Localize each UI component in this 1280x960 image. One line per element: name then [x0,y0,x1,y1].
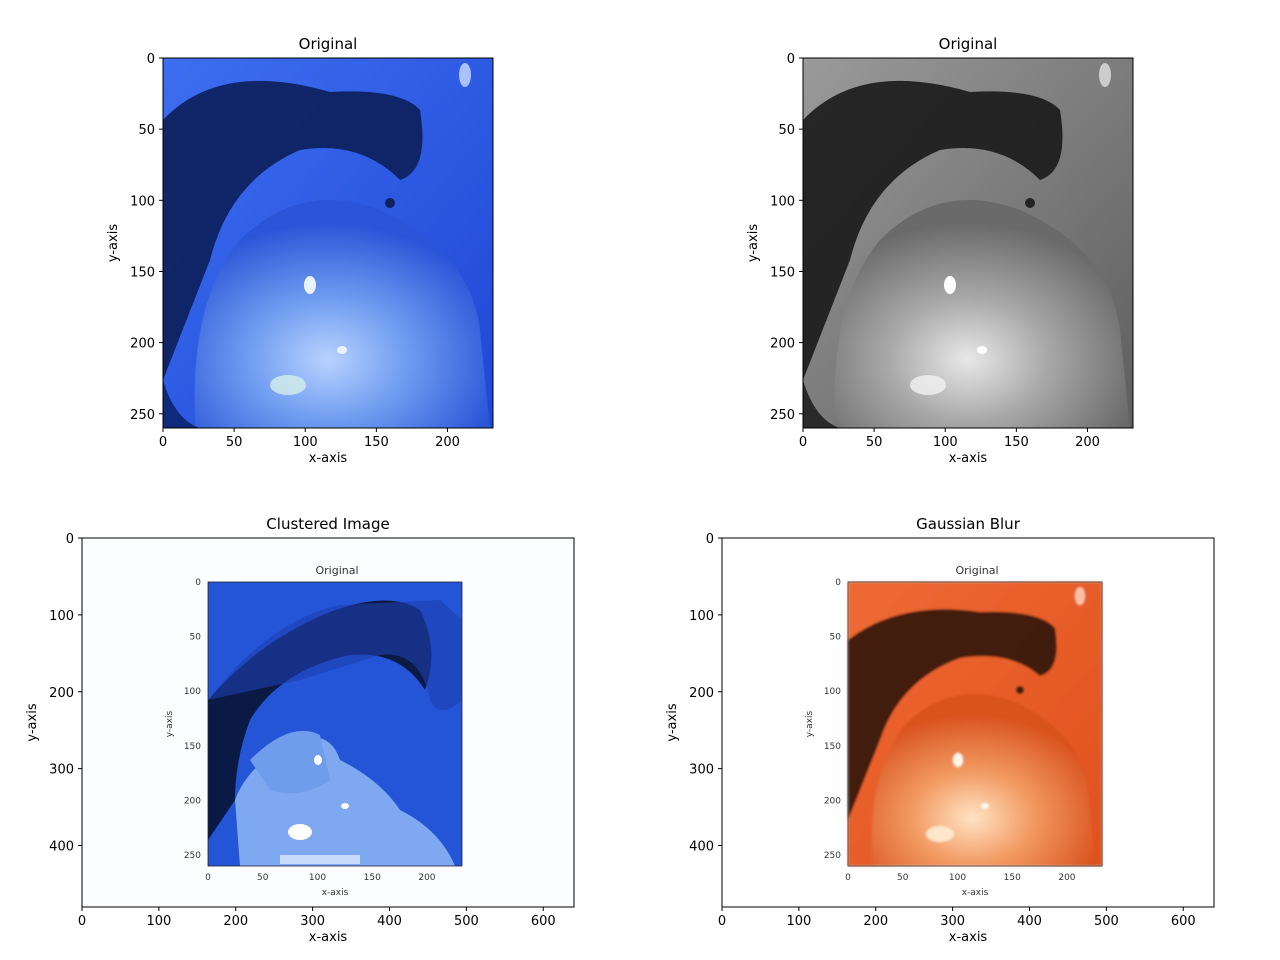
x-tick-label: 100 [293,435,318,450]
x-tick-label: 500 [454,914,479,929]
image-orange-blurred [848,582,1102,866]
x-tick-label: 600 [1171,914,1196,929]
y-tick-label: 200 [49,686,74,701]
x-tick-label: 100 [786,914,811,929]
y-tick-label: 100 [130,194,155,209]
x-tick-label: 500 [1094,914,1119,929]
y-tick-label: 50 [778,123,795,138]
y-tick-label: 0 [66,532,74,547]
x-tick-label: 150 [1004,435,1029,450]
inner-y-tick-label: 150 [824,742,841,752]
axes-layer: 0 50 100 150 200 0 50 100 150 200 250 x-axis y-axis 0… [25,52,1196,945]
x-tick-label: 100 [933,435,958,450]
y-axis-label: y-axis [746,224,761,262]
y-tick-label: 150 [130,265,155,280]
panel-original-gray: Original [802,35,1134,429]
y-tick-label: 300 [689,763,714,778]
inner-y-tick-label: 250 [184,851,201,861]
panel-clustered: Clustered Image Original 0 50 100 150 200 0 50 1… [81,515,575,908]
x-axis-label: x-axis [949,451,988,466]
inner-title: Original [315,564,358,577]
x-tick-label: 300 [940,914,965,929]
inner-axes-clustered: Original 0 50 100 150 200 0 50 100 150 200 250 x-axi… [165,564,436,898]
y-tick-label: 200 [130,337,155,352]
y-tick-label: 200 [770,337,795,352]
inner-x-tick-label: 0 [205,873,211,883]
inner-y-axis-label: y-axis [165,710,175,737]
y-tick-label: 0 [706,532,714,547]
inner-y-tick-label: 0 [195,578,201,588]
inner-y-tick-label: 150 [184,742,201,752]
inner-y-tick-label: 50 [830,633,842,643]
x-tick-label: 400 [1017,914,1042,929]
x-tick-label: 150 [364,435,389,450]
y-tick-label: 100 [770,194,795,209]
inner-y-tick-label: 50 [190,633,202,643]
inner-y-tick-label: 200 [824,796,841,806]
x-tick-label: 300 [300,914,325,929]
inner-x-tick-label: 50 [897,873,909,883]
x-tick-label: 600 [531,914,556,929]
inner-y-tick-label: 0 [835,578,841,588]
inner-y-tick-label: 100 [824,687,841,697]
y-tick-label: 0 [787,52,795,67]
y-tick-label: 100 [49,609,74,624]
x-axis-label: x-axis [309,930,348,945]
image-endoscopic-blue [163,58,493,428]
x-tick-label: 0 [799,435,807,450]
y-tick-label: 300 [49,763,74,778]
y-tick-label: 50 [138,123,155,138]
inner-y-tick-label: 250 [824,851,841,861]
y-tick-label: 250 [770,408,795,423]
x-tick-label: 200 [435,435,460,450]
x-tick-label: 50 [226,435,243,450]
inner-y-tick-label: 200 [184,796,201,806]
x-tick-label: 200 [863,914,888,929]
image-endoscopic-gray [803,58,1133,428]
image-clustered [208,582,462,866]
x-tick-label: 0 [718,914,726,929]
y-tick-label: 400 [49,840,74,855]
y-tick-label: 400 [689,840,714,855]
inner-x-tick-label: 200 [1058,873,1075,883]
panel-3-title: Clustered Image [266,515,389,533]
inner-x-tick-label: 150 [1004,873,1021,883]
inner-y-tick-label: 100 [184,687,201,697]
inner-x-tick-label: 200 [418,873,435,883]
x-tick-label: 50 [866,435,883,450]
panel-original-blue: Original [162,35,494,429]
panel-1-title: Original [299,35,358,53]
y-tick-label: 100 [689,609,714,624]
inner-x-tick-label: 150 [364,873,381,883]
x-tick-label: 200 [223,914,248,929]
x-tick-label: 0 [159,435,167,450]
y-axis-label: y-axis [665,703,680,741]
x-tick-label: 400 [377,914,402,929]
y-axis-label: y-axis [106,224,121,262]
inner-x-tick-label: 100 [309,873,326,883]
x-tick-label: 0 [78,914,86,929]
inner-y-axis-label: y-axis [805,710,815,737]
y-tick-label: 150 [770,265,795,280]
panel-4-title: Gaussian Blur [916,515,1021,533]
inner-x-tick-label: 0 [845,873,851,883]
y-tick-label: 250 [130,408,155,423]
x-tick-label: 100 [146,914,171,929]
panel-gaussian-blur: Gaussian Blur Original 0 50 100 150 200 0 50 100… [721,515,1215,908]
inner-x-tick-label: 50 [257,873,269,883]
y-axis-label: y-axis [25,703,40,741]
y-tick-label: 0 [147,52,155,67]
inner-title: Original [955,564,998,577]
x-axis-label: x-axis [309,451,348,466]
inner-x-tick-label: 100 [949,873,966,883]
inner-axes-gaussian: Original 0 50 100 150 200 0 50 100 150 200 250 x-axi… [805,564,1076,898]
panel-2-title: Original [939,35,998,53]
inner-x-axis-label: x-axis [962,888,989,898]
y-tick-label: 200 [689,686,714,701]
x-tick-label: 200 [1075,435,1100,450]
inner-x-axis-label: x-axis [322,888,349,898]
x-axis-label: x-axis [949,930,988,945]
